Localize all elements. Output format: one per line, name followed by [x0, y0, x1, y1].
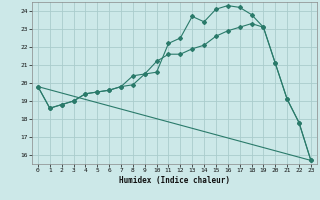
X-axis label: Humidex (Indice chaleur): Humidex (Indice chaleur): [119, 176, 230, 185]
